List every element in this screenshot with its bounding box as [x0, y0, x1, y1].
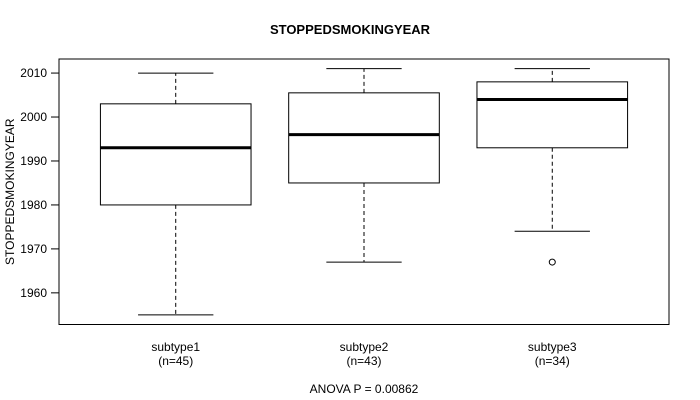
x-label-subtype3: subtype3 — [528, 340, 577, 354]
x-sublabel-subtype3: (n=34) — [535, 354, 570, 368]
y-tick-label: 2010 — [20, 66, 47, 80]
x-sublabel-subtype1: (n=45) — [158, 354, 193, 368]
outlier-point-subtype3 — [548, 258, 556, 266]
iqr-box-subtype1 — [99, 103, 252, 206]
y-tick-label: 1980 — [20, 198, 47, 212]
chart-title: STOPPEDSMOKINGYEAR — [269, 22, 431, 37]
y-tick-label: 1970 — [20, 242, 47, 256]
x-label-subtype2: subtype2 — [340, 340, 389, 354]
y-axis-label: STOPPEDSMOKINGYEAR — [3, 118, 17, 265]
y-tick-label: 1990 — [20, 154, 47, 168]
x-label-subtype1: subtype1 — [151, 340, 200, 354]
iqr-box-subtype2 — [288, 92, 440, 184]
plot-border — [58, 58, 670, 325]
anova-annotation: ANOVA P = 0.00862 — [309, 382, 419, 396]
y-tick-label: 1960 — [20, 286, 47, 300]
y-tick-label: 2000 — [20, 110, 47, 124]
x-sublabel-subtype2: (n=43) — [346, 354, 381, 368]
iqr-box-subtype3 — [476, 81, 629, 149]
